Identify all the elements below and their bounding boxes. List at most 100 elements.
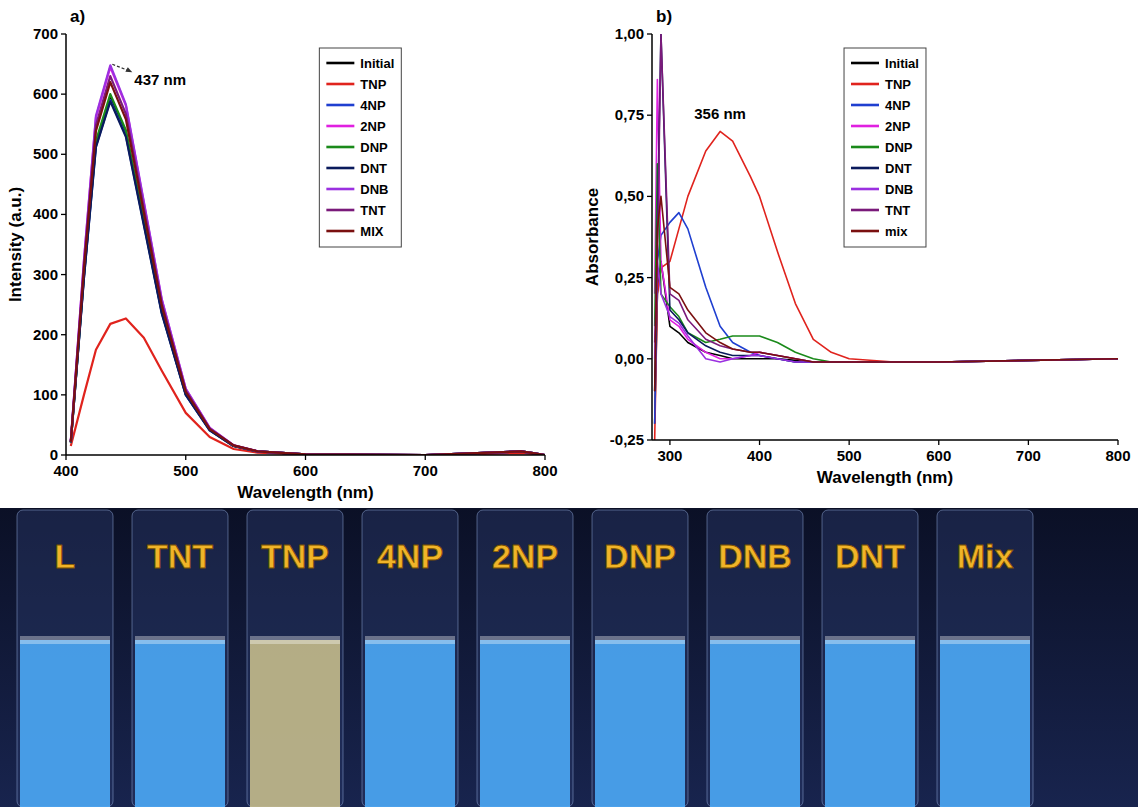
photo-background [0,508,1138,807]
y-tick [647,277,652,278]
vial-label: DNB [718,537,792,575]
meniscus [250,636,340,644]
panel-label: b) [656,7,672,26]
legend-label: 4NP [360,98,386,113]
vial-label: DNP [604,537,676,575]
vial-liquid [825,640,915,807]
x-axis-title: Wavelength (nm) [817,468,953,487]
y-tick-label: 0,75 [615,106,644,123]
vial-liquid [250,640,340,807]
legend-label: 2NP [885,119,911,134]
vial [822,510,918,807]
photo: LTNTTNP4NP2NPDNPDNBDNTMix [0,508,1138,807]
legend-label: 2NP [360,119,386,134]
x-tick [65,455,66,460]
meniscus [20,636,110,644]
vial [247,510,343,807]
vial-liquid [480,640,570,807]
meniscus [710,636,800,644]
x-tick [849,440,850,445]
series-line [71,67,545,455]
legend-swatch [851,230,879,233]
legend-label: TNP [885,77,911,92]
legend-label: DNP [360,140,388,155]
x-tick [1028,440,1029,445]
vial-liquid [595,640,685,807]
y-tick-label: 100 [33,386,58,403]
series-line [655,34,1118,362]
legend-label: MIX [360,224,383,239]
y-tick [61,454,66,455]
meniscus [940,636,1030,644]
y-tick [647,358,652,359]
legend-swatch [326,209,354,212]
x-tick-label: 800 [532,462,557,479]
y-tick-label: -0,25 [610,431,644,448]
annotation: 437 nm [134,71,186,88]
legend-label: DNP [885,140,913,155]
x-tick-label: 700 [1016,447,1041,464]
meniscus [365,636,455,644]
legend-box [844,48,926,247]
x-tick-label: 600 [293,462,318,479]
vial [707,510,803,807]
vial-liquid [20,640,110,807]
y-tick-label: 600 [33,85,58,102]
y-tick-label: 200 [33,326,58,343]
y-tick [61,274,66,275]
x-tick-label: 600 [926,447,951,464]
panel-0: 0100200300400500600700400500600700800Wav… [6,7,558,502]
legend: InitialTNP4NP2NPDNPDNTDNBTNTmix [844,48,926,247]
series-line [71,100,545,455]
y-tick [647,439,652,440]
legend-swatch [326,188,354,191]
y-tick [61,394,66,395]
legend-label: mix [885,224,908,239]
x-tick-label: 700 [413,462,438,479]
x-tick-label: 400 [747,447,772,464]
legend-swatch [326,167,354,170]
legend-swatch [326,62,354,65]
legend-swatch [326,83,354,86]
y-axis-line [651,34,653,440]
series-line [71,82,545,455]
legend-swatch [851,83,879,86]
legend-label: 4NP [885,98,911,113]
x-tick [185,455,186,460]
legend-swatch [851,209,879,212]
y-tick-label: 0,50 [615,187,644,204]
panel-1: -0,250,000,250,500,751,00300400500600700… [583,7,1131,487]
y-tick [647,196,652,197]
x-axis-line [652,439,1118,441]
vial-liquid [940,640,1030,807]
y-tick [61,214,66,215]
legend-label: TNT [885,203,910,218]
x-axis-title: Wavelength (nm) [237,483,373,502]
legend-swatch [326,146,354,149]
series-line [71,318,545,455]
panel-label: a) [70,7,85,26]
vial-liquid [135,640,225,807]
series-line [655,34,1118,391]
meniscus [135,636,225,644]
meniscus [595,636,685,644]
y-tick-label: 0,25 [615,269,644,286]
series-line [71,101,545,455]
legend-label: Initial [360,56,394,71]
vial [362,510,458,807]
legend-swatch [326,104,354,107]
annotation: 356 nm [694,105,746,122]
vial-label: TNT [147,537,213,575]
legend-label: TNP [360,77,386,92]
legend-swatch [851,188,879,191]
y-tick [61,334,66,335]
legend-swatch [851,167,879,170]
series-group [655,34,1118,440]
x-tick [759,440,760,445]
x-tick-label: 800 [1105,447,1130,464]
series-group [71,65,545,455]
vial [132,510,228,807]
meniscus [825,636,915,644]
vial [477,510,573,807]
y-tick-label: 0,00 [615,350,644,367]
